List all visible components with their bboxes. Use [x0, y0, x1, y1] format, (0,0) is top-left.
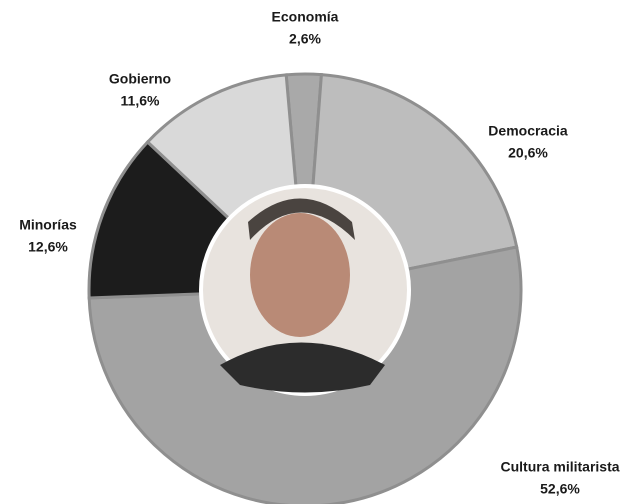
slice-label: Minorías [19, 217, 77, 233]
photo-face [250, 213, 350, 337]
slice-label: Gobierno [109, 71, 171, 87]
slices [87, 72, 523, 504]
value-label: 2,6% [289, 31, 321, 47]
photo-hair [248, 198, 355, 240]
value-label: 20,6% [508, 145, 548, 161]
slice-label: Economía [272, 9, 339, 25]
value-label: 11,6% [121, 93, 160, 109]
slice-label: Democracia [488, 123, 568, 139]
value-label: 52,6% [540, 481, 580, 497]
value-label: 12,6% [28, 239, 68, 255]
photo-suit [220, 342, 385, 393]
slice-label: Cultura militarista [500, 459, 619, 475]
